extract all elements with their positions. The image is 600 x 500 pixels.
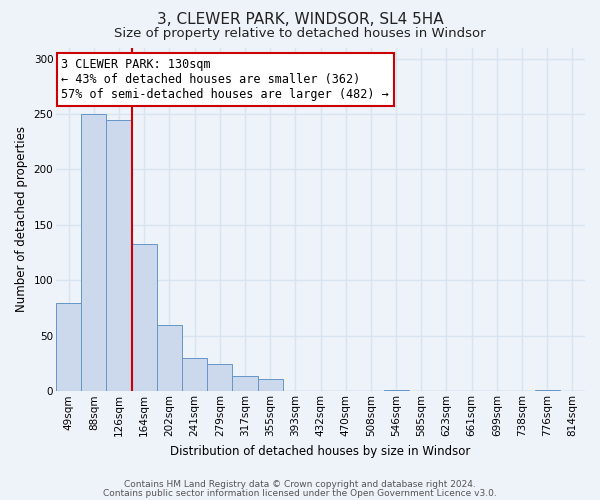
Text: Contains HM Land Registry data © Crown copyright and database right 2024.: Contains HM Land Registry data © Crown c…: [124, 480, 476, 489]
Bar: [157, 324, 182, 392]
Bar: [207, 364, 232, 392]
Bar: [131, 244, 157, 392]
Bar: [56, 302, 81, 392]
Bar: [257, 379, 283, 392]
Bar: [383, 390, 409, 392]
Bar: [232, 376, 257, 392]
Text: 3, CLEWER PARK, WINDSOR, SL4 5HA: 3, CLEWER PARK, WINDSOR, SL4 5HA: [157, 12, 443, 28]
Y-axis label: Number of detached properties: Number of detached properties: [15, 126, 28, 312]
Bar: [81, 114, 106, 392]
Text: 3 CLEWER PARK: 130sqm
← 43% of detached houses are smaller (362)
57% of semi-det: 3 CLEWER PARK: 130sqm ← 43% of detached …: [61, 58, 389, 101]
Bar: [106, 120, 131, 392]
Bar: [182, 358, 207, 392]
Text: Size of property relative to detached houses in Windsor: Size of property relative to detached ho…: [114, 28, 486, 40]
Bar: [535, 390, 560, 392]
Text: Contains public sector information licensed under the Open Government Licence v3: Contains public sector information licen…: [103, 488, 497, 498]
X-axis label: Distribution of detached houses by size in Windsor: Distribution of detached houses by size …: [170, 444, 471, 458]
